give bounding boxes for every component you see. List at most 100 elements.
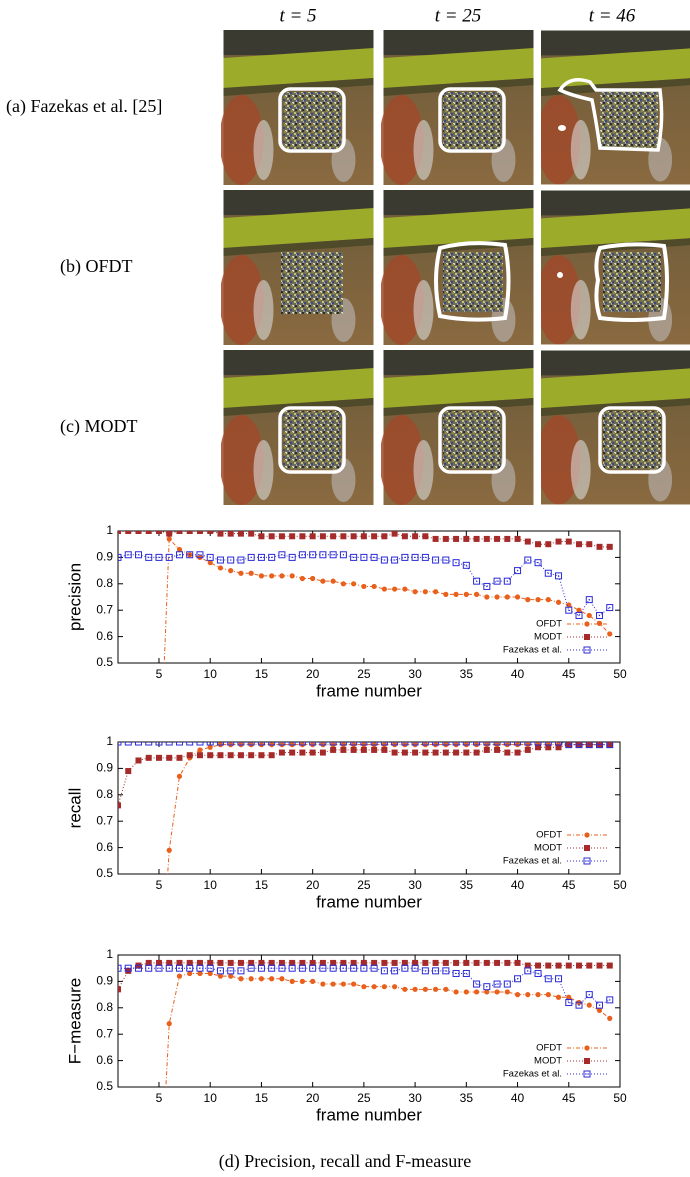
- marker: [422, 750, 428, 756]
- marker-dot: [609, 999, 610, 1000]
- marker: [525, 747, 531, 753]
- marker: [300, 979, 305, 984]
- marker: [525, 557, 531, 563]
- marker-dot: [220, 970, 221, 971]
- marker: [494, 594, 499, 599]
- chart: 0.50.60.70.80.915101520253035404550frame…: [65, 947, 627, 1177]
- marker: [217, 968, 223, 974]
- marker: [556, 976, 562, 982]
- marker: [402, 987, 407, 992]
- marker: [453, 960, 459, 966]
- marker: [330, 533, 336, 539]
- marker-dot: [189, 554, 190, 555]
- marker-dot: [312, 968, 313, 969]
- marker-dot: [527, 559, 528, 560]
- x-tick-label: 20: [306, 1091, 320, 1105]
- marker: [156, 528, 162, 534]
- marker-dot: [466, 973, 467, 974]
- marker: [361, 965, 367, 971]
- marker-dot: [384, 970, 385, 971]
- marker: [607, 544, 613, 550]
- marker: [443, 750, 449, 756]
- marker-dot: [507, 983, 508, 984]
- marker: [177, 774, 182, 779]
- marker-dot: [589, 599, 590, 600]
- series-line: [159, 539, 610, 795]
- x-tick-label: 35: [460, 878, 474, 892]
- marker: [597, 544, 603, 550]
- marker-dot: [609, 744, 610, 745]
- y-tick-label: 0.7: [96, 813, 113, 827]
- marker: [494, 989, 499, 994]
- marker: [494, 536, 500, 542]
- x-tick-label: 30: [408, 878, 422, 892]
- marker: [504, 536, 510, 542]
- x-tick-label: 25: [357, 667, 371, 681]
- plot-frame: [118, 531, 620, 663]
- marker: [433, 960, 439, 966]
- column-header: t = 25: [435, 5, 482, 26]
- marker-dot: [210, 557, 211, 558]
- marker: [584, 621, 589, 626]
- marker: [566, 963, 572, 969]
- marker: [412, 750, 418, 756]
- marker: [392, 968, 398, 974]
- x-tick-label: 20: [306, 667, 320, 681]
- marker: [587, 1003, 592, 1008]
- marker: [584, 832, 589, 837]
- marker-dot: [251, 968, 252, 969]
- x-tick-label: 50: [613, 667, 627, 681]
- marker: [453, 560, 459, 566]
- marker: [269, 752, 275, 758]
- series-line: [159, 745, 610, 1006]
- marker: [310, 965, 316, 971]
- marker-dot: [281, 968, 282, 969]
- marker: [279, 573, 284, 578]
- marker-dot: [589, 994, 590, 995]
- marker-dot: [312, 554, 313, 555]
- row-label: (a) Fazekas et al. [25]: [6, 96, 162, 117]
- marker-dot: [179, 554, 180, 555]
- frame-image: [220, 350, 374, 505]
- legend-label: MODT: [534, 843, 562, 854]
- y-axis-label: precision: [65, 563, 84, 631]
- marker: [166, 554, 172, 560]
- legend-label: MODT: [534, 1056, 562, 1067]
- x-tick-label: 10: [204, 878, 218, 892]
- marker-dot: [230, 559, 231, 560]
- marker: [176, 552, 182, 558]
- marker: [525, 992, 530, 997]
- marker-dot: [507, 581, 508, 582]
- marker-dot: [537, 973, 538, 974]
- legend-label: OFDT: [536, 830, 562, 841]
- marker: [433, 589, 438, 594]
- marker: [340, 533, 346, 539]
- marker-dot: [128, 554, 129, 555]
- marker: [340, 552, 346, 558]
- marker: [146, 755, 152, 761]
- marker-dot: [425, 557, 426, 558]
- marker: [249, 976, 254, 981]
- marker: [584, 1071, 590, 1077]
- marker-dot: [599, 1005, 600, 1006]
- marker: [607, 605, 613, 611]
- marker-dot: [138, 554, 139, 555]
- x-axis-label: frame number: [316, 892, 422, 911]
- marker: [238, 531, 244, 537]
- marker: [586, 597, 592, 603]
- y-tick-label: 0.8: [96, 1000, 113, 1014]
- marker: [135, 528, 141, 534]
- marker: [453, 536, 459, 542]
- marker-dot: [220, 559, 221, 560]
- marker-dot: [343, 554, 344, 555]
- marker: [576, 612, 582, 618]
- marker: [443, 536, 449, 542]
- marker-dot: [517, 978, 518, 979]
- legend-label: Fazekas et al.: [503, 645, 562, 656]
- y-tick-label: 0.5: [96, 655, 113, 669]
- frame-image: [380, 350, 534, 505]
- frame-image: [220, 30, 374, 185]
- y-tick-label: 0.6: [96, 1053, 113, 1067]
- marker: [474, 750, 480, 756]
- marker-dot: [476, 581, 477, 582]
